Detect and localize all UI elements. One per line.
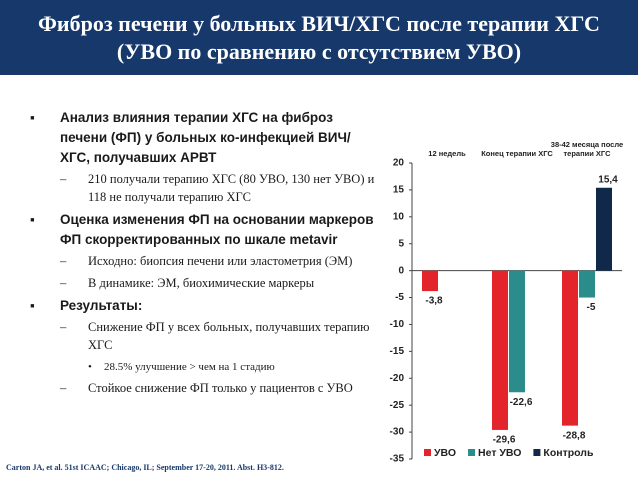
y-tick-label: 5: [398, 238, 404, 249]
slide-title: Фиброз печени у больных ВИЧ/ХГС после те…: [38, 10, 600, 64]
bullet-item: 28.5% улучшение > чем на 1 стадию: [88, 358, 375, 376]
bar: [422, 270, 438, 292]
y-tick-label: 0: [398, 265, 404, 276]
bar: [562, 270, 578, 426]
legend-label: Нет УВО: [478, 447, 521, 459]
bullet-item: 210 получали терапию ХГС (80 УВО, 130 не…: [60, 170, 375, 206]
y-tick-label: -15: [390, 346, 405, 357]
legend-label: Контроль: [543, 447, 594, 459]
legend-swatch: [424, 449, 431, 456]
value-label: -28,8: [563, 430, 586, 441]
y-tick-label: 20: [393, 158, 405, 169]
y-tick-label: -30: [390, 427, 405, 438]
category-label: 38-42 месяца после терапии ХГС: [550, 140, 624, 158]
y-tick-label: -20: [390, 373, 405, 384]
y-tick-label: -25: [390, 400, 405, 411]
y-tick-label: -10: [390, 319, 405, 330]
citation: Carton JA, et al. 51st ICAAC; Chicago, I…: [6, 463, 284, 472]
bullet-item: Снижение ФП у всех больных, получавших т…: [60, 318, 375, 354]
category-label: Конец терапии ХГС: [481, 149, 553, 158]
value-label: -3,8: [425, 296, 443, 307]
bullet-list: Анализ влияния терапии ХГС на фиброз печ…: [30, 108, 375, 401]
category-label: 12 недель: [428, 149, 466, 158]
value-label: -5: [587, 302, 596, 313]
bar: [509, 270, 525, 393]
y-tick-label: 10: [393, 211, 405, 222]
bar: [579, 270, 595, 298]
bullet-item: Результаты:: [30, 296, 375, 316]
value-label: 15,4: [598, 174, 618, 185]
bullet-item: В динамике: ЭМ, биохимические маркеры: [60, 274, 375, 292]
value-label: -29,6: [493, 435, 516, 446]
y-tick-label: -35: [390, 454, 405, 465]
bar: [492, 270, 508, 430]
legend-swatch: [533, 449, 541, 456]
y-tick-label: 15: [393, 185, 405, 196]
legend-swatch: [468, 449, 476, 456]
bullet-item: Анализ влияния терапии ХГС на фиброз печ…: [30, 108, 375, 168]
title-banner: Фиброз печени у больных ВИЧ/ХГС после те…: [0, 0, 638, 75]
y-tick-label: -5: [395, 292, 404, 303]
bullet-item: Стойкое снижение ФП только у пациентов с…: [60, 379, 375, 397]
bullet-item: Исходно: биопсия печени или эластометрия…: [60, 252, 375, 270]
bullet-item: Оценка изменения ФП на основании маркеро…: [30, 210, 375, 250]
bar: [596, 187, 612, 271]
legend-label: УВО: [434, 447, 456, 459]
value-label: -22,6: [510, 397, 533, 408]
